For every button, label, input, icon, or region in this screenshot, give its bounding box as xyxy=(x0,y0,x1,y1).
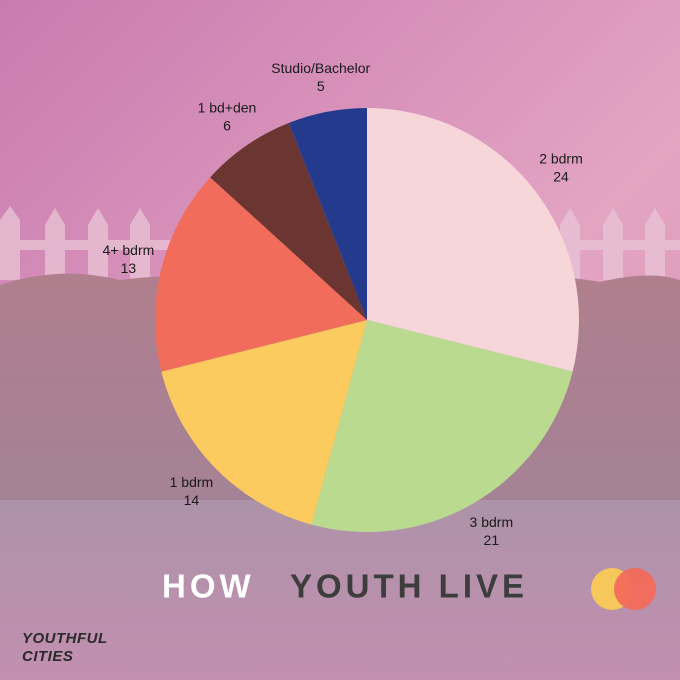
slice-label: 1 bd+den xyxy=(198,99,257,115)
pie-slice xyxy=(288,108,367,320)
slice-value: 14 xyxy=(184,492,200,508)
slice-value: 5 xyxy=(317,78,325,94)
slice-label: 4+ bdrm xyxy=(103,242,155,258)
slice-value: 24 xyxy=(553,168,569,184)
chart-title: HOW YOUTH LIVE xyxy=(162,568,528,605)
title-part: YOUTH LIVE xyxy=(290,568,528,605)
slice-label: 2 bdrm xyxy=(539,150,583,166)
logo: CITIES xyxy=(22,648,73,665)
labels: 2 bdrm 24 3 bdrm 21 1 bdrm 14 4+ bdrm 13 1 bd+de… xyxy=(103,60,583,548)
slice-value: 21 xyxy=(484,532,500,548)
decor-circle xyxy=(614,568,656,610)
slice-value: 13 xyxy=(121,260,137,276)
pie-slice xyxy=(311,320,573,532)
pie-slice xyxy=(161,320,367,525)
pie-slice xyxy=(210,123,367,320)
slice-label: Studio/Bachelor xyxy=(271,60,370,76)
slice-label: 3 bdrm xyxy=(470,514,514,530)
pie xyxy=(155,108,580,532)
slice-value: 6 xyxy=(223,117,231,133)
pie-slice xyxy=(155,177,367,372)
title-part: HOW xyxy=(162,568,255,605)
slice-label: 1 bdrm xyxy=(170,474,214,490)
logo: YOUTHFUL xyxy=(22,630,108,647)
pie-slice xyxy=(367,108,580,372)
